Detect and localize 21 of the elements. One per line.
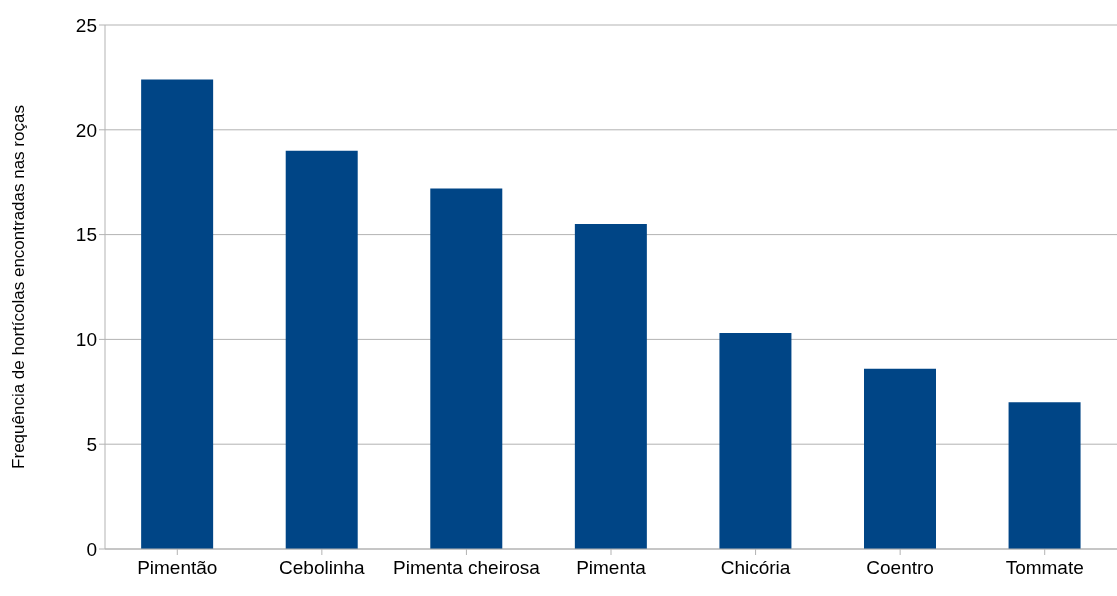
y-tick-label: 20 [75,119,97,141]
y-tick-label: 15 [75,224,97,246]
y-tick-label: 0 [86,538,97,560]
y-tick-label: 5 [86,433,97,455]
bar [719,333,792,549]
x-tick-label: Pimentão [137,557,218,579]
x-tick-label: Tommate [1005,557,1084,579]
bar [285,150,358,549]
bar [430,188,503,549]
bar [1008,402,1081,549]
y-axis-title: Frequência de hortícolas encontradas nas roças [9,105,29,469]
x-tick-label: Chicória [720,557,791,579]
bar [141,79,214,549]
x-tick-label: Cebolinha [279,557,366,579]
bar [574,224,647,549]
bar [864,368,936,549]
x-tick-label: Pimenta cheirosa [393,557,541,579]
x-tick-label: Pimenta [576,557,647,579]
y-tick-label: 25 [75,14,97,36]
x-tick-label: Coentro [866,557,934,579]
y-tick-label: 10 [75,329,97,351]
